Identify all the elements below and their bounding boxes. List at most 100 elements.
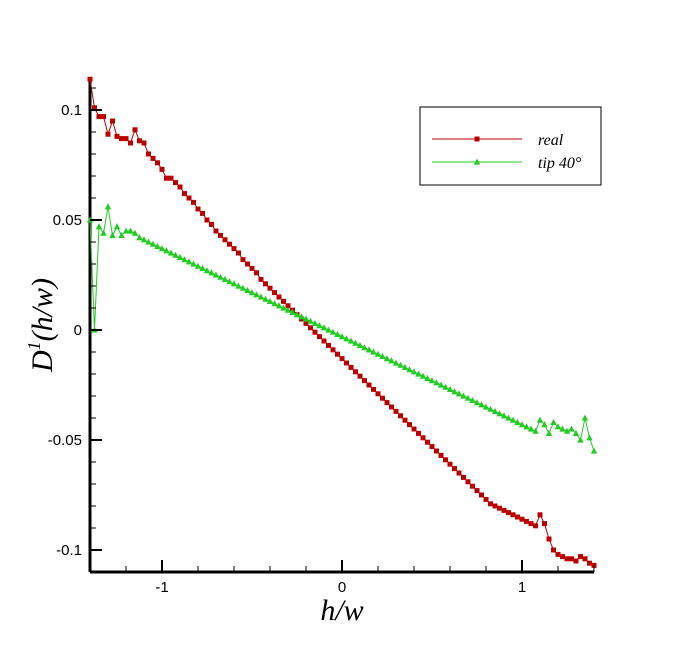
data-point-tip-40 xyxy=(140,236,148,243)
data-point-tip-40 xyxy=(478,401,485,408)
y-tick-label: -0.1 xyxy=(56,542,82,559)
data-point-tip-40 xyxy=(307,317,314,324)
data-point-tip-40 xyxy=(496,410,503,417)
data-point-real xyxy=(110,118,115,124)
data-point-tip-40 xyxy=(419,372,427,379)
data-point-real xyxy=(317,334,322,340)
data-point-tip-40 xyxy=(280,304,287,311)
data-point-tip-40 xyxy=(563,427,571,434)
data-point-tip-40 xyxy=(433,379,440,386)
data-point-real xyxy=(308,325,313,331)
data-point-real xyxy=(119,136,124,142)
data-point-tip-40 xyxy=(176,253,184,260)
data-point-tip-40 xyxy=(158,245,166,252)
data-point-real xyxy=(213,228,219,234)
y-axis-title: D1(h/w) xyxy=(24,278,59,373)
data-point-real xyxy=(200,210,205,216)
data-point-real xyxy=(452,466,457,472)
x-axis-title: h/w xyxy=(320,594,363,627)
data-point-real xyxy=(245,261,250,267)
data-point-real xyxy=(168,175,174,181)
data-point-real xyxy=(393,408,399,414)
data-point-tip-40 xyxy=(581,414,589,421)
data-point-real xyxy=(285,303,291,309)
data-point-tip-40 xyxy=(194,262,202,269)
data-point-tip-40 xyxy=(577,436,584,443)
data-point-real xyxy=(218,232,223,238)
data-point-tip-40 xyxy=(154,242,161,249)
data-point-real xyxy=(303,320,309,326)
data-point-tip-40 xyxy=(289,308,296,315)
x-tick-label: 1 xyxy=(518,579,526,596)
data-point-tip-40 xyxy=(248,289,256,296)
data-point-tip-40 xyxy=(100,229,107,236)
data-point-real xyxy=(519,516,525,522)
data-point-tip-40 xyxy=(113,223,121,230)
data-point-tip-40 xyxy=(451,388,458,395)
data-point-real xyxy=(569,556,574,562)
data-point-real xyxy=(227,241,232,247)
data-point-real xyxy=(587,560,592,566)
data-point-tip-40 xyxy=(253,291,260,298)
data-point-tip-40 xyxy=(410,368,418,375)
data-point-real xyxy=(537,512,543,518)
data-point-real xyxy=(267,285,273,291)
data-point-tip-40 xyxy=(302,315,310,322)
data-point-tip-40 xyxy=(554,423,562,430)
data-point-tip-40 xyxy=(568,425,575,432)
data-point-real xyxy=(492,503,498,509)
data-point-tip-40 xyxy=(136,234,143,241)
data-point-tip-40 xyxy=(527,425,535,432)
data-point-real xyxy=(132,127,138,133)
data-point-tip-40 xyxy=(532,427,539,434)
data-point-real xyxy=(380,395,385,401)
data-point-real xyxy=(447,461,453,467)
data-point-real xyxy=(87,76,93,82)
data-point-tip-40 xyxy=(109,231,116,238)
data-point-tip-40 xyxy=(190,260,197,267)
data-point-real xyxy=(96,114,102,120)
data-point-tip-40 xyxy=(370,348,377,355)
data-point-real xyxy=(443,457,448,463)
data-point-tip-40 xyxy=(446,385,454,392)
data-point-tip-40 xyxy=(442,383,449,390)
data-point-tip-40 xyxy=(329,328,337,335)
data-point-tip-40 xyxy=(167,249,175,256)
data-point-tip-40 xyxy=(428,377,436,384)
data-point-tip-40 xyxy=(541,421,548,428)
data-point-tip-40 xyxy=(172,251,179,258)
data-point-tip-40 xyxy=(338,333,346,340)
data-point-tip-40 xyxy=(208,269,215,276)
data-point-tip-40 xyxy=(374,350,382,357)
data-point-tip-40 xyxy=(131,229,139,236)
data-point-real xyxy=(384,400,390,406)
data-point-real xyxy=(173,180,178,186)
data-point-real xyxy=(182,191,187,197)
data-point-tip-40 xyxy=(500,412,508,419)
data-point-real xyxy=(479,492,484,498)
data-point-real xyxy=(551,547,556,553)
data-point-tip-40 xyxy=(347,337,355,344)
data-point-real xyxy=(150,155,156,161)
data-point-real xyxy=(389,404,394,410)
legend-marker-real xyxy=(474,136,480,142)
data-point-tip-40 xyxy=(397,361,404,368)
data-point-tip-40 xyxy=(275,302,283,309)
data-point-real xyxy=(488,501,493,507)
data-point-tip-40 xyxy=(424,374,431,381)
data-point-tip-40 xyxy=(415,370,422,377)
data-point-real xyxy=(321,338,327,344)
series-layer xyxy=(86,76,598,568)
data-point-tip-40 xyxy=(383,355,391,362)
data-point-tip-40 xyxy=(221,275,229,282)
data-point-real xyxy=(195,206,201,212)
data-point-real xyxy=(398,413,403,419)
data-point-real xyxy=(506,510,511,516)
data-point-real xyxy=(416,430,421,436)
data-point-tip-40 xyxy=(536,416,544,423)
data-point-real xyxy=(312,329,318,335)
data-point-tip-40 xyxy=(455,390,463,397)
data-point-tip-40 xyxy=(199,264,206,271)
data-point-tip-40 xyxy=(388,357,395,364)
